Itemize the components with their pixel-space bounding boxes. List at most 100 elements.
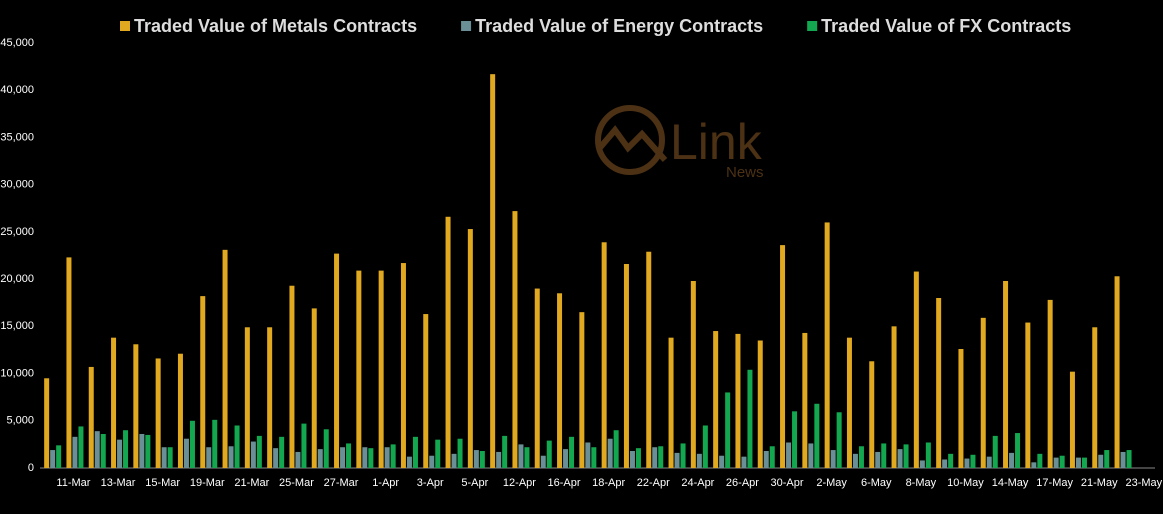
bar [267, 327, 273, 468]
bar [702, 425, 708, 468]
x-tick-label: 27-Mar [324, 477, 359, 489]
bar [808, 443, 814, 468]
bar [579, 312, 585, 468]
bar [346, 443, 352, 468]
bar [256, 435, 262, 468]
bar [155, 358, 161, 468]
bar [334, 253, 340, 468]
bar [919, 460, 925, 468]
bar [696, 453, 702, 468]
bar [183, 438, 189, 468]
watermark: Link News [595, 105, 764, 181]
bar [903, 444, 909, 468]
bar [66, 257, 72, 468]
bar [445, 216, 451, 468]
bar [356, 270, 362, 468]
bar [591, 447, 597, 468]
bar [100, 434, 106, 468]
bar [323, 429, 329, 468]
bar [786, 442, 792, 468]
bar [1104, 450, 1110, 468]
bar [473, 450, 479, 468]
bar [1126, 450, 1132, 468]
bar [992, 435, 998, 468]
bar [836, 412, 842, 468]
x-tick-label: 3-Apr [417, 477, 444, 489]
bar [846, 337, 852, 468]
bar [362, 447, 368, 468]
bar [56, 445, 62, 468]
bar [518, 444, 524, 468]
x-tick-label: 6-May [861, 477, 892, 489]
bar [189, 420, 195, 468]
bar [44, 378, 50, 468]
bar [824, 222, 830, 468]
bar [936, 298, 942, 468]
legend-label: Traded Value of Energy Contracts [475, 16, 763, 36]
x-tick-label: 11-Mar [56, 477, 90, 489]
bar [206, 447, 212, 468]
bar [964, 458, 970, 468]
bar [390, 444, 396, 468]
bar [145, 434, 151, 468]
x-tick-label: 30-Apr [771, 477, 804, 489]
bar [234, 425, 240, 468]
bar [117, 439, 123, 468]
bar [1092, 327, 1098, 468]
bar [412, 436, 418, 468]
bar [534, 288, 540, 468]
x-tick-label: 2-May [816, 477, 847, 489]
bar [546, 440, 552, 468]
bar [741, 456, 747, 468]
x-tick-label: 16-Apr [548, 477, 581, 489]
bar [222, 249, 228, 468]
y-tick-label: 5,000 [6, 415, 34, 427]
bar [986, 456, 992, 468]
bar [1069, 371, 1075, 468]
bar [1081, 457, 1087, 468]
bar [690, 281, 696, 468]
bar [340, 447, 346, 468]
legend-swatch [461, 21, 472, 31]
bar [891, 326, 897, 468]
bar [958, 349, 964, 468]
x-tick-label: 1-Apr [372, 477, 399, 489]
y-tick-label: 40,000 [0, 84, 34, 96]
bar [244, 327, 250, 468]
bar [601, 242, 607, 468]
bar [161, 447, 167, 468]
bar [780, 245, 786, 468]
x-tick-label: 13-Mar [101, 477, 136, 489]
bar [301, 423, 307, 468]
bar [435, 439, 441, 468]
y-tick-label: 20,000 [0, 273, 34, 285]
bar [970, 454, 976, 468]
bar [613, 430, 619, 468]
bar [406, 456, 412, 468]
x-tick-label: 21-May [1081, 477, 1118, 489]
bar [858, 446, 864, 468]
y-tick-label: 30,000 [0, 179, 34, 191]
bar [635, 448, 641, 468]
bar [719, 455, 725, 468]
bar [228, 446, 234, 468]
bar [725, 392, 731, 468]
bar [311, 308, 317, 468]
bar [585, 442, 591, 468]
y-tick-label: 25,000 [0, 226, 34, 238]
bar [50, 450, 56, 468]
bar [1120, 451, 1126, 468]
bar [200, 296, 206, 468]
watermark-brand: Link [670, 114, 763, 170]
bar [273, 448, 279, 468]
bar [680, 443, 686, 468]
bar [88, 366, 94, 468]
x-tick-label: 25-Mar [279, 477, 314, 489]
bar [279, 436, 285, 468]
bar [757, 340, 763, 468]
bar [607, 438, 613, 468]
bar [925, 442, 931, 468]
bar [368, 448, 374, 468]
bar [814, 403, 820, 468]
bar [467, 229, 473, 468]
